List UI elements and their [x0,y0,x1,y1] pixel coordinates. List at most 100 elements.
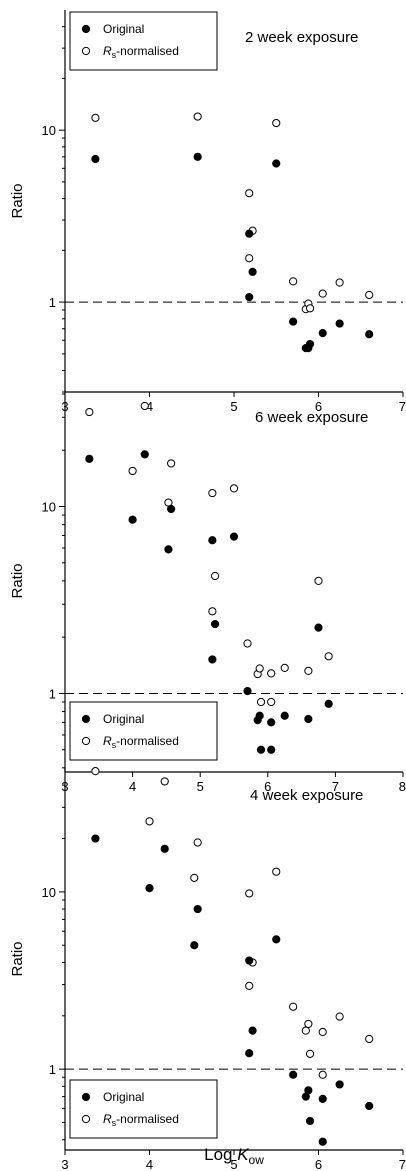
data-point-rs-normalised [245,254,254,263]
data-point-rs-normalised [335,278,344,287]
legend-entry-label: Rs-normalised [103,1112,179,1128]
data-point-original [85,454,94,463]
data-point-rs-normalised [318,289,327,298]
data-point-rs-normalised [208,488,217,498]
data-point-rs-normalised [91,113,100,122]
data-point-rs-normalised [255,664,264,673]
data-point-original [365,1101,374,1111]
data-point-original [272,159,281,168]
legend: Original Rs-normalised [69,701,218,761]
panel-title: 4 week exposure [250,787,363,804]
data-point-rs-normalised [91,767,100,776]
panel-title: 2 week exposure [245,29,358,46]
data-point-original [318,329,327,338]
legend-marker [81,46,91,56]
data-point-original [128,515,137,524]
data-point-original [193,152,202,161]
data-point-rs-normalised [301,1026,310,1035]
legend-entry-label: Original [103,1090,144,1104]
data-point-rs-normalised [335,1012,344,1021]
data-point-original [267,745,276,754]
data-point-rs-normalised [243,639,252,648]
data-point-original [145,884,154,893]
data-point-rs-normalised [85,407,94,417]
data-point-rs-normalised [365,290,374,300]
x-tick-label: 7 [399,1157,406,1171]
y-tick-label: 10 [42,885,56,900]
data-point-rs-normalised [305,304,315,313]
data-point-rs-normalised [140,401,149,411]
data-point-original [304,714,313,724]
legend-marker [81,24,91,34]
data-point-original [229,532,239,541]
data-point-rs-normalised [245,889,254,898]
x-tick-label: 4 [146,399,153,414]
data-point-original [289,317,298,326]
chart-panel-3: 3 4 5 6 7 1 10 Ratio 4 week exposure Original Rs-n… [9,767,406,1171]
data-point-original [208,536,217,545]
legend-box [69,11,218,71]
data-point-rs-normalised [210,571,220,581]
x-tick-label: 6 [315,399,322,414]
data-point-rs-normalised [324,652,333,661]
data-point-original [208,655,217,664]
x-tick-label: 6 [264,779,271,794]
data-point-original [335,1080,344,1089]
data-point-rs-normalised [145,817,154,826]
y-tick-label: 10 [42,123,56,138]
data-point-original [167,504,176,514]
data-point-rs-normalised [167,459,176,468]
x-tick-label: 8 [399,779,406,794]
data-point-original [255,711,264,720]
data-point-rs-normalised [128,466,137,476]
data-point-rs-normalised [267,669,276,678]
data-point-rs-normalised [280,663,289,672]
data-point-rs-normalised [305,1049,315,1058]
data-point-original [304,1086,313,1095]
data-point-rs-normalised [190,873,199,882]
x-tick-label: 7 [399,399,406,414]
legend-box [69,1079,218,1139]
legend-entry-label: Rs-normalised [103,734,179,750]
x-tick-label: 5 [230,1157,237,1171]
data-point-original [305,1116,315,1126]
y-tick-label: 10 [42,500,56,515]
data-point-rs-normalised [193,838,202,847]
data-point-original [190,941,199,950]
x-tick-label: 4 [146,1157,153,1171]
legend-marker [81,714,91,724]
data-point-rs-normalised [229,484,239,493]
legend-box [69,701,218,761]
data-point-original [245,292,254,302]
legend: Original Rs-normalised [69,11,218,71]
data-point-original [305,339,315,349]
data-point-original [365,330,374,339]
y-tick-label: 1 [49,295,56,310]
data-point-rs-normalised [318,1027,327,1037]
data-point-original [256,745,266,754]
data-point-original [335,319,344,328]
y-axis-label: Ratio [9,563,26,598]
data-point-rs-normalised [245,981,254,990]
legend-marker [81,1114,91,1124]
data-point-original [248,267,257,276]
x-tick-label: 4 [129,779,136,794]
panel-title: 6 week exposure [255,409,368,426]
data-point-original [318,1094,327,1103]
x-tick-label: 3 [61,1157,68,1171]
data-point-original [91,154,100,164]
data-point-rs-normalised [318,1070,327,1079]
data-point-rs-normalised [267,697,276,707]
data-point-original [280,711,289,720]
data-point-original [324,699,333,708]
legend-entry-label: Original [103,22,144,36]
data-point-original [210,619,220,629]
x-tick-label: 7 [332,779,339,794]
data-point-original [140,450,149,459]
legend: Original Rs-normalised [69,1079,218,1139]
data-point-original [160,844,169,853]
data-point-original [243,686,252,696]
data-point-rs-normalised [245,189,254,198]
